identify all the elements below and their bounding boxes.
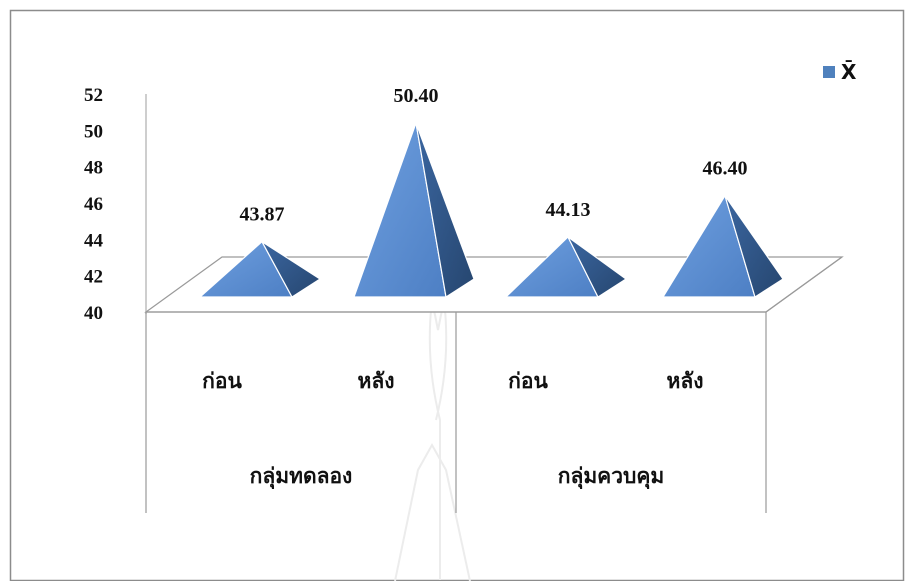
legend-label: X̄ xyxy=(841,60,857,84)
axes xyxy=(144,94,844,513)
data-label: 46.40 xyxy=(703,158,748,180)
y-tick-label: 42 xyxy=(84,267,103,288)
pyramid-side-face xyxy=(567,236,628,298)
data-label: 44.13 xyxy=(546,199,591,221)
pyramid-side-face xyxy=(724,195,784,298)
y-tick-label: 52 xyxy=(84,85,103,106)
labels: 40 42 44 46 48 50 52 43.87 ก่อน 50.40 หลัง 44.13 ก่อ… xyxy=(84,85,748,490)
group-label: กลุ่มทดลอง xyxy=(250,464,353,490)
category-label: ก่อน xyxy=(202,369,242,393)
group-label: กลุ่มควบคุม xyxy=(558,464,665,490)
category-label: หลัง xyxy=(667,369,704,393)
data-label: 43.87 xyxy=(240,204,285,226)
y-tick-label: 44 xyxy=(84,230,104,251)
y-tick-label: 48 xyxy=(84,158,103,179)
pyramid-side-face xyxy=(415,122,475,298)
legend-swatch xyxy=(823,66,835,78)
y-tick-label: 40 xyxy=(84,303,103,324)
data-label: 50.40 xyxy=(394,85,439,107)
pyramids xyxy=(198,120,784,298)
category-label: ก่อน xyxy=(508,369,548,393)
legend: X̄ xyxy=(823,60,857,84)
watermark xyxy=(394,299,471,581)
floor-edge xyxy=(765,256,843,313)
y-tick-label: 46 xyxy=(84,194,103,215)
y-tick-label: 50 xyxy=(84,121,103,142)
category-label: หลัง xyxy=(358,369,395,393)
pyramid-side-face xyxy=(261,241,322,298)
